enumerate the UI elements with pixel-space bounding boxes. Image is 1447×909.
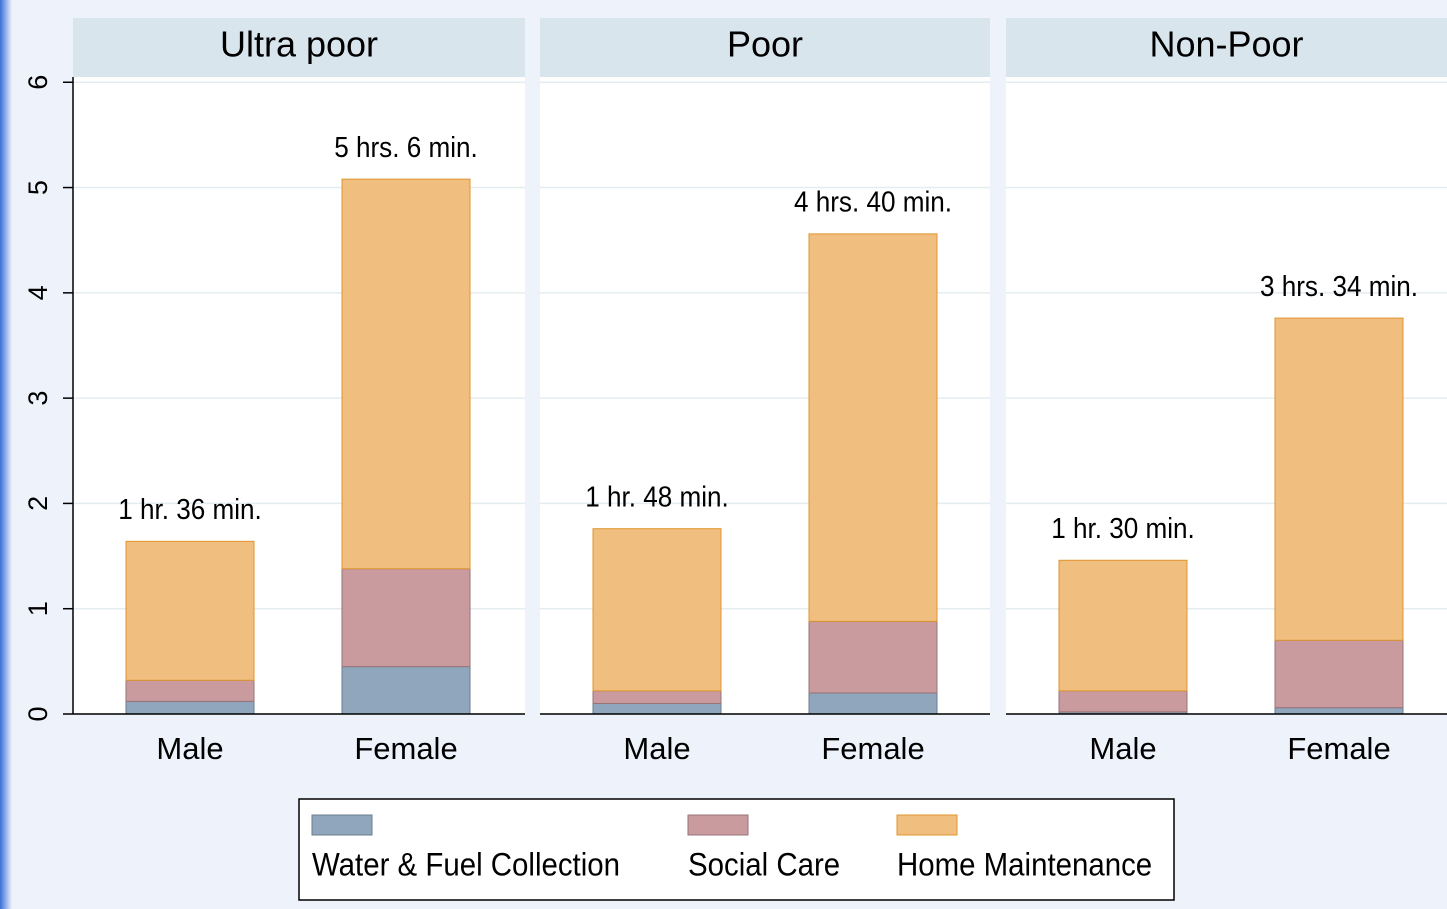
panel-title: Ultra poor: [220, 24, 378, 65]
y-tick-label: 5: [23, 180, 53, 195]
total-label: 1 hr. 48 min.: [585, 480, 729, 513]
bar-segment: [341, 666, 471, 715]
y-tick-label: 0: [23, 706, 53, 721]
total-label: 1 hr. 30 min.: [1051, 512, 1195, 545]
bar-segment: [592, 702, 722, 715]
bar-segment: [808, 620, 938, 694]
bar-segment: [125, 700, 255, 715]
y-tick-label: 3: [23, 391, 53, 406]
legend-label: Water & Fuel Collection: [312, 846, 620, 882]
panel-title: Non-Poor: [1149, 24, 1303, 65]
panel-header: [73, 18, 525, 77]
total-label: 3 hrs. 34 min.: [1260, 269, 1418, 302]
legend-swatch: [311, 814, 373, 836]
x-tick-label: Male: [623, 731, 690, 766]
total-label: 5 hrs. 6 min.: [334, 131, 478, 164]
bar-segment: [1274, 707, 1404, 715]
bar-segment: [808, 233, 938, 622]
bar-segment: [341, 178, 471, 570]
edge-strip: [0, 0, 12, 909]
legend-label: Home Maintenance: [897, 846, 1152, 882]
panel-title: Poor: [727, 24, 803, 65]
panel-header: [1006, 18, 1447, 77]
total-label: 1 hr. 36 min.: [118, 493, 262, 526]
bar-segment: [1058, 690, 1188, 713]
x-tick-label: Female: [1287, 731, 1390, 766]
x-tick-label: Male: [1089, 731, 1156, 766]
bar-segment: [592, 528, 722, 692]
total-label: 4 hrs. 40 min.: [794, 185, 952, 218]
bar-segment: [592, 690, 722, 704]
x-tick-label: Female: [354, 731, 457, 766]
y-tick-label: 6: [23, 75, 53, 90]
legend-swatch: [896, 814, 958, 836]
legend-swatch: [687, 814, 749, 836]
x-tick-label: Female: [821, 731, 924, 766]
y-tick-label: 4: [23, 285, 53, 300]
panel-header: [540, 18, 990, 77]
y-tick-label: 1: [23, 601, 53, 616]
bar-segment: [125, 679, 255, 702]
x-tick-label: Male: [156, 731, 223, 766]
y-tick-label: 2: [23, 496, 53, 511]
legend-label: Social Care: [688, 846, 840, 882]
bar-segment: [341, 568, 471, 668]
bar-segment: [1274, 317, 1404, 641]
bar-segment: [125, 540, 255, 681]
bar-segment: [1058, 559, 1188, 692]
bar-segment: [1274, 639, 1404, 709]
bar-segment: [808, 692, 938, 715]
